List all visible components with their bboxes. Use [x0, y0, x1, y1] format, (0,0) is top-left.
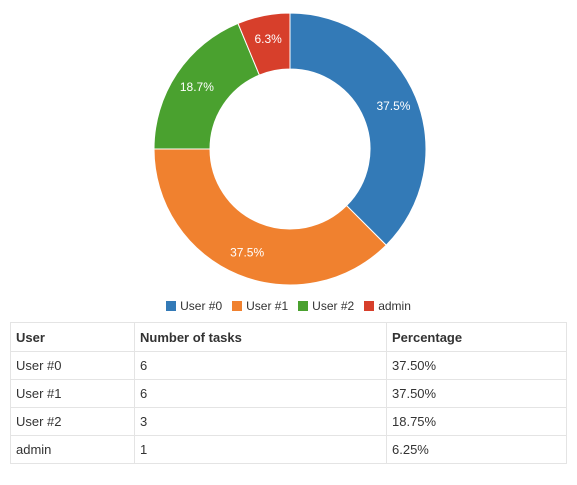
cell-percentage: 6.25% — [386, 435, 567, 464]
table-header-row: User Number of tasks Percentage — [10, 322, 567, 352]
legend-item-admin[interactable]: admin — [364, 299, 411, 313]
slice-labels: 37.5% 37.5% 18.7% 6.3% — [180, 32, 411, 259]
legend-label: User #1 — [246, 299, 289, 313]
slice-label-user-1: 37.5% — [230, 245, 264, 259]
legend-swatch — [364, 301, 375, 311]
slice-label-user-2: 18.7% — [180, 80, 214, 94]
legend-item-user-2[interactable]: User #2 — [298, 299, 354, 313]
chart-legend: User #0 User #1 User #2 admin — [0, 297, 577, 315]
table-row: User #0 6 37.50% — [10, 351, 567, 380]
legend-swatch — [298, 301, 309, 311]
cell-number-of-tasks: 1 — [134, 435, 387, 464]
donut-slice-user-0[interactable] — [289, 12, 427, 246]
column-header-user: User — [10, 322, 135, 352]
slices — [153, 12, 427, 286]
donut-slice-user-1[interactable] — [153, 148, 387, 286]
column-header-percentage: Percentage — [386, 322, 567, 352]
cell-percentage: 37.50% — [386, 351, 567, 380]
cell-percentage: 18.75% — [386, 407, 567, 436]
slice-label-user-0: 37.5% — [376, 99, 410, 113]
column-header-number-of-tasks: Number of tasks — [134, 322, 387, 352]
table-row: User #1 6 37.50% — [10, 379, 567, 408]
legend-label: User #0 — [180, 299, 223, 313]
cell-number-of-tasks: 6 — [134, 351, 387, 380]
cell-number-of-tasks: 6 — [134, 379, 387, 408]
legend-item-user-1[interactable]: User #1 — [232, 299, 288, 313]
cell-number-of-tasks: 3 — [134, 407, 387, 436]
legend-label: User #2 — [312, 299, 355, 313]
legend-swatch — [232, 301, 243, 311]
table-row: admin 1 6.25% — [10, 435, 567, 464]
cell-user: User #0 — [10, 351, 135, 380]
cell-user: User #2 — [10, 407, 135, 436]
cell-user: admin — [10, 435, 135, 464]
cell-percentage: 37.50% — [386, 379, 567, 408]
legend-swatch — [166, 301, 177, 311]
legend-label: admin — [378, 299, 411, 313]
slice-label-admin: 6.3% — [254, 32, 282, 46]
donut-chart: 37.5% 37.5% 18.7% 6.3% — [153, 12, 427, 286]
legend-item-user-0[interactable]: User #0 — [166, 299, 222, 313]
user-tasks-table: User Number of tasks Percentage User #0 … — [10, 322, 567, 464]
cell-user: User #1 — [10, 379, 135, 408]
donut-slice-admin[interactable] — [237, 12, 291, 76]
table-row: User #2 3 18.75% — [10, 407, 567, 436]
